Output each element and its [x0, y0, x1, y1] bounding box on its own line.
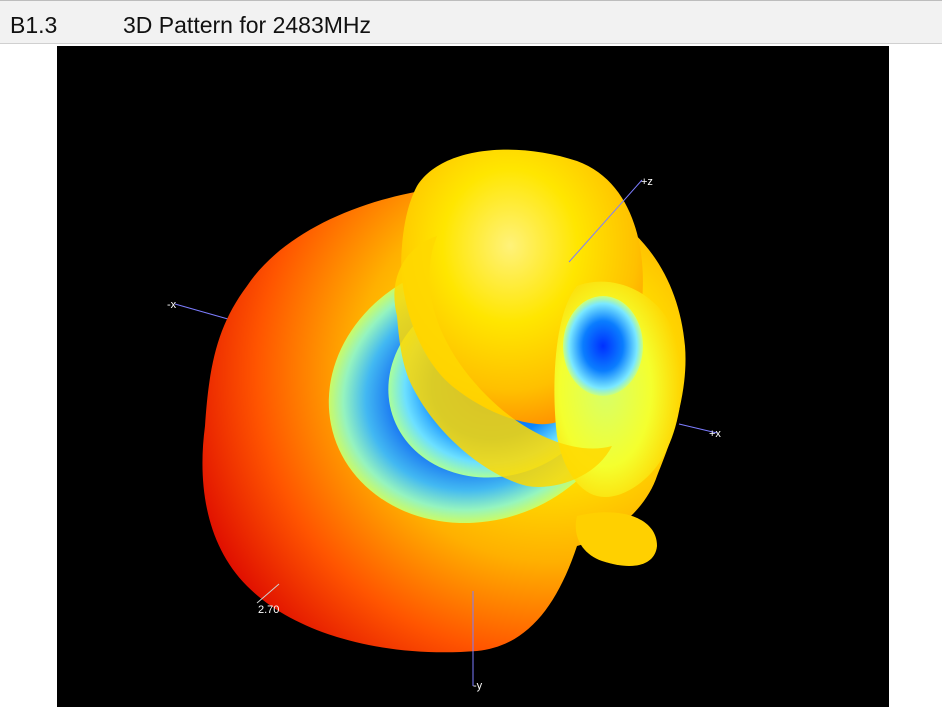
axis-label-plus-x: +x — [709, 428, 721, 440]
axis-line-plus-z — [568, 179, 643, 263]
axis-line-minus-x — [174, 303, 236, 322]
pattern-right-hole — [563, 296, 643, 396]
section-title: 3D Pattern for 2483MHz — [123, 12, 372, 38]
3d-radiation-pattern-figure: +z -x +x -y 2.70 — [57, 46, 889, 707]
axis-label-minus-x: -x — [167, 299, 177, 311]
axis-label-minus-y: -y — [473, 680, 483, 692]
axis-line-plus-x — [678, 423, 718, 434]
pattern-arc-band — [394, 236, 612, 487]
axis-label-plus-z: +z — [641, 176, 653, 188]
section-number: B1.3 — [10, 12, 58, 38]
3d-pattern-canvas: +z -x +x -y 2.70 — [167, 149, 721, 692]
scale-value-label: 2.70 — [258, 604, 279, 616]
section-header: B1.3 3D Pattern for 2483MHz — [0, 0, 942, 44]
pattern-lower-lobe — [575, 512, 657, 566]
scale-line — [256, 583, 280, 604]
